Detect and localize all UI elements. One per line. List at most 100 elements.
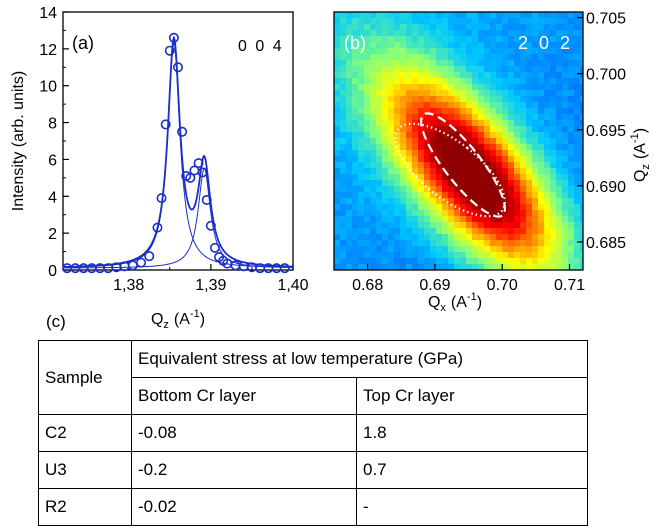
heatmap-cell <box>376 72 382 78</box>
heatmap-cell <box>568 204 574 210</box>
heatmap-cell <box>388 126 394 132</box>
heatmap-cell <box>454 66 460 72</box>
heatmap-cell <box>484 12 490 18</box>
heatmap-cell <box>520 222 526 228</box>
heatmap-cell <box>406 12 412 18</box>
cell-sample: U3 <box>38 451 132 489</box>
heatmap-cell <box>478 210 484 216</box>
heatmap-cell <box>490 144 496 150</box>
heatmap-cell <box>502 258 508 264</box>
heatmap-cell <box>412 138 418 144</box>
heatmap-cell <box>508 264 514 270</box>
heatmap-cell <box>376 150 382 156</box>
heatmap-cell <box>514 84 520 90</box>
heatmap-cell <box>340 240 346 246</box>
heatmap-cell <box>544 66 550 72</box>
heatmap-cell <box>352 192 358 198</box>
heatmap-cell <box>346 162 352 168</box>
heatmap-cell <box>472 216 478 222</box>
heatmap-cell <box>370 72 376 78</box>
heatmap-cell <box>334 186 340 192</box>
heatmap-cell <box>568 150 574 156</box>
heatmap-cell <box>490 108 496 114</box>
heatmap-cell <box>550 150 556 156</box>
heatmap-cell <box>412 264 418 270</box>
heatmap-cell <box>382 18 388 24</box>
heatmap-cell <box>406 144 412 150</box>
heatmap-cell <box>382 60 388 66</box>
heatmap-cell <box>370 198 376 204</box>
heatmap-cell <box>376 78 382 84</box>
heatmap-cell <box>430 222 436 228</box>
heatmap-cell <box>436 18 442 24</box>
heatmap-cell <box>484 114 490 120</box>
heatmap-cell <box>508 132 514 138</box>
heatmap-cell <box>454 258 460 264</box>
heatmap-cell <box>346 36 352 42</box>
heatmap-cell <box>454 72 460 78</box>
heatmap-cell <box>568 120 574 126</box>
heatmap-cell <box>568 72 574 78</box>
heatmap-cell <box>538 48 544 54</box>
heatmap-cell <box>430 144 436 150</box>
heatmap-cell <box>472 18 478 24</box>
heatmap-cell <box>544 252 550 258</box>
heatmap-cell <box>538 252 544 258</box>
heatmap-cell <box>442 186 448 192</box>
heatmap-cell <box>556 258 562 264</box>
heatmap-cell <box>496 246 502 252</box>
heatmap-cell <box>556 246 562 252</box>
heatmap-cell <box>418 42 424 48</box>
heatmap-cell <box>526 144 532 150</box>
heatmap-cell <box>436 66 442 72</box>
heatmap-cell <box>346 90 352 96</box>
heatmap-cell <box>388 84 394 90</box>
heatmap-cell <box>394 24 400 30</box>
heatmap-cell <box>526 24 532 30</box>
heatmap-cell <box>514 246 520 252</box>
heatmap-cell <box>496 96 502 102</box>
heatmap-cell <box>412 246 418 252</box>
heatmap-cell <box>466 186 472 192</box>
heatmap-cell <box>340 192 346 198</box>
heatmap-cell <box>484 48 490 54</box>
heatmap-cell <box>472 156 478 162</box>
b-xtick-label: 0.70 <box>487 277 518 294</box>
heatmap-cell <box>520 72 526 78</box>
heatmap-cell <box>406 18 412 24</box>
heatmap-cell <box>442 192 448 198</box>
heatmap-cell <box>370 246 376 252</box>
heatmap-cell <box>574 96 580 102</box>
heatmap-cell <box>424 180 430 186</box>
heatmap-cell <box>532 234 538 240</box>
heatmap-cell <box>430 204 436 210</box>
heatmap-cell <box>376 30 382 36</box>
heatmap-cell <box>544 156 550 162</box>
heatmap-cell <box>544 174 550 180</box>
heatmap-cell <box>490 186 496 192</box>
heatmap-cell <box>568 108 574 114</box>
heatmap-cell <box>346 240 352 246</box>
heatmap-cell <box>448 48 454 54</box>
heatmap-cell <box>550 198 556 204</box>
heatmap-cell <box>520 246 526 252</box>
heatmap-cell <box>544 48 550 54</box>
heatmap-cell <box>352 204 358 210</box>
heatmap-cell <box>544 12 550 18</box>
heatmap-cell <box>472 66 478 72</box>
heatmap-cell <box>520 192 526 198</box>
heatmap-cell <box>370 24 376 30</box>
heatmap-cell <box>514 48 520 54</box>
heatmap-cell <box>340 234 346 240</box>
heatmap-cell <box>502 36 508 42</box>
heatmap-cell <box>496 24 502 30</box>
heatmap-cell <box>358 66 364 72</box>
heatmap-cell <box>340 48 346 54</box>
heatmap-cell <box>514 168 520 174</box>
heatmap-cell <box>454 144 460 150</box>
heatmap-cell <box>436 54 442 60</box>
heatmap-cell <box>436 240 442 246</box>
heatmap-cell <box>424 30 430 36</box>
heatmap-cell <box>574 192 580 198</box>
heatmap-cell <box>460 36 466 42</box>
